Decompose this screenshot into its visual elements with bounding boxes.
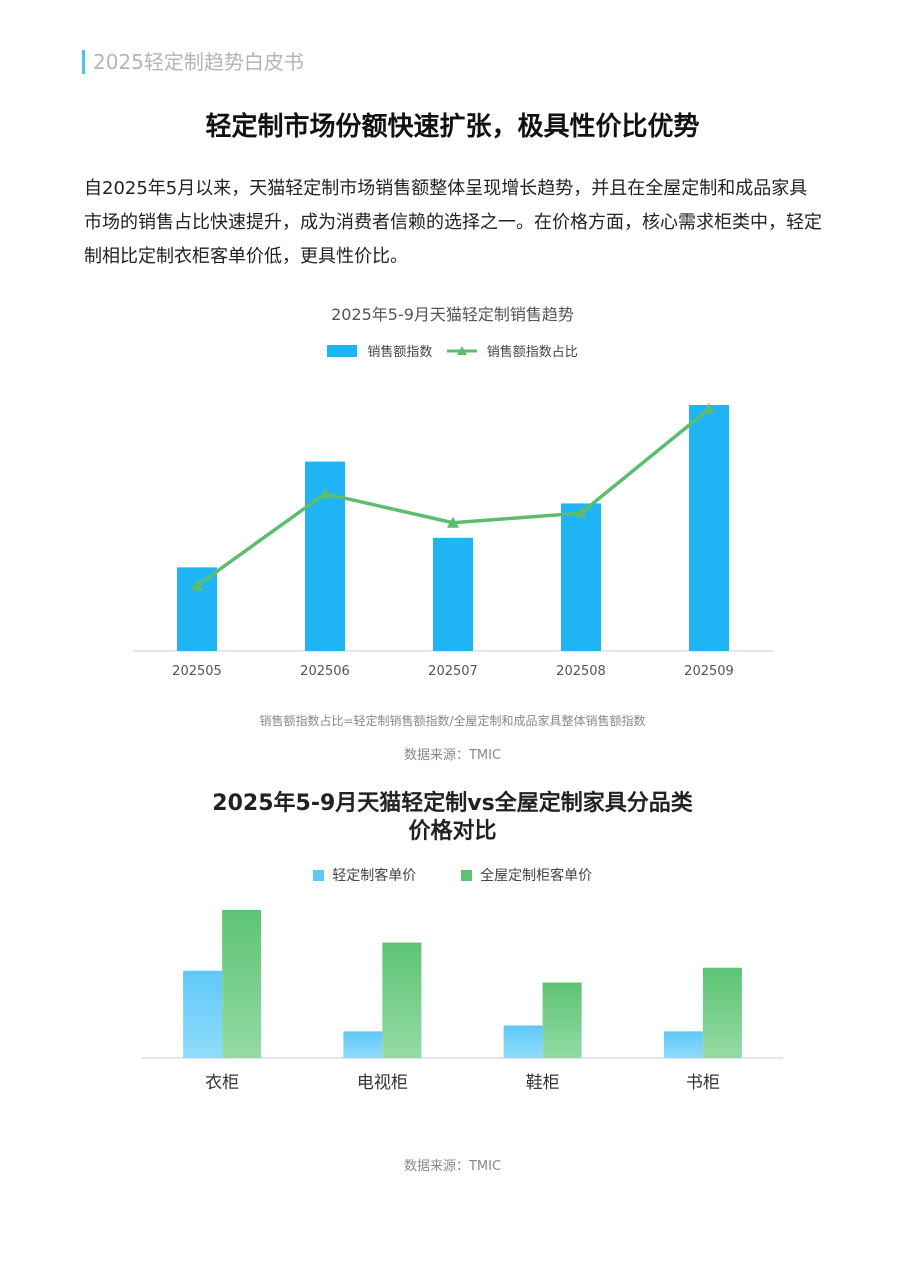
line-marker-202506 <box>319 487 331 499</box>
chart2-title: 2025年5-9月天猫轻定制vs全屋定制家具分品类 价格对比 <box>0 790 905 846</box>
line-marker-202508 <box>575 507 587 519</box>
line-marker-202509 <box>703 403 715 414</box>
legend-label-full: 全屋定制柜客单价 <box>480 868 593 884</box>
chart2-plot: 衣柜 电视柜 鞋柜 书柜 <box>142 910 783 1093</box>
chart2-title-line1: 2025年5-9月天猫轻定制vs全屋定制家具分品类 <box>212 791 693 816</box>
x-tick-label: 202509 <box>684 664 734 679</box>
chart1-legend: 销售额指数 销售额指数占比 <box>0 341 905 360</box>
x-tick-label: 202505 <box>172 664 222 679</box>
bar-202507 <box>433 537 473 651</box>
x-tick-label: 202506 <box>300 664 350 679</box>
line-marker-202507 <box>447 516 459 528</box>
bar-light-电视柜 <box>343 1031 383 1058</box>
chart2-source: 数据来源：TMIC <box>403 1159 502 1174</box>
line-marker-202505 <box>191 579 203 591</box>
page-title: 轻定制市场份额快速扩张，极具性价比优势 <box>205 112 700 142</box>
bar-full-鞋柜 <box>542 982 582 1058</box>
bar-full-衣柜 <box>222 910 262 1058</box>
chart1-plot: 202505 202506 202507 202508 202509 <box>133 403 773 679</box>
bar-light-鞋柜 <box>503 1025 543 1058</box>
legend-label-light: 轻定制客单价 <box>332 868 417 884</box>
legend-swatch-full <box>460 869 472 881</box>
x-tick-label: 202508 <box>556 664 606 679</box>
chart1-footnote: 销售额指数占比=轻定制销售额指数/全屋定制和成品家具整体销售额指数 <box>259 714 646 728</box>
legend-label-bar: 销售额指数 <box>367 345 433 360</box>
bar-full-电视柜 <box>382 942 422 1058</box>
x-tick-label: 鞋柜 <box>526 1073 560 1093</box>
legend-swatch-line <box>446 345 477 357</box>
x-tick-label: 202507 <box>428 664 478 679</box>
bar-full-书柜 <box>702 967 742 1058</box>
legend-swatch-light <box>312 869 324 881</box>
legend-label-line: 销售额指数占比 <box>486 345 578 360</box>
bar-202508 <box>561 503 601 651</box>
chart2-legend: 轻定制客单价 全屋定制柜客单价 <box>0 865 905 885</box>
x-tick-label: 电视柜 <box>357 1073 408 1093</box>
chart1-title: 2025年5-9月天猫轻定制销售趋势 <box>331 305 574 324</box>
x-tick-label: 书柜 <box>686 1073 720 1093</box>
bar-light-书柜 <box>663 1031 703 1058</box>
body-paragraph: 自2025年5月以来，天猫轻定制市场销售额整体呈现增长趋势，并且在全屋定制和成品… <box>84 178 822 267</box>
document-header: 2025轻定制趋势白皮书 <box>82 50 304 74</box>
bar-light-衣柜 <box>183 970 223 1058</box>
legend-swatch-bar <box>327 344 358 357</box>
x-tick-label: 衣柜 <box>205 1073 239 1093</box>
bar-202509 <box>689 405 729 651</box>
chart1-source: 数据来源：TMIC <box>403 748 502 763</box>
chart2-title-line2: 价格对比 <box>408 819 497 844</box>
